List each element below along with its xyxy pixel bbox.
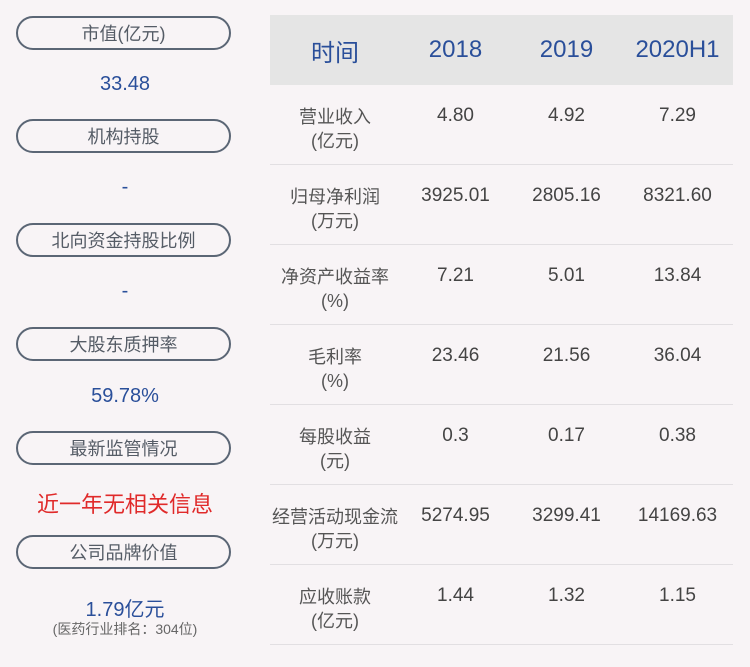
regulation-label: 最新监管情况 [16,431,231,465]
row-unit: (亿元) [311,611,359,631]
cell: 0.38 [659,425,696,446]
table-row: 毛利率 (%) 23.46 21.56 36.04 [270,325,733,405]
cell: 2805.16 [532,185,601,206]
cell: 4.92 [548,105,585,126]
cell: 3299.41 [532,505,601,526]
cell: 3925.01 [421,185,490,206]
row-unit: (元) [320,451,350,471]
market-cap-value: 33.48 [99,73,151,95]
row-unit: (万元) [311,211,359,231]
financial-table: 时间 2018 2019 2020H1 营业收入 (亿元) 4.80 4.92 7… [270,15,733,645]
cell: 0.17 [548,425,585,446]
row-name: 归母净利润 [290,187,380,207]
header-2019: 2019 [539,36,594,63]
northbound-ratio-label: 北向资金持股比例 [16,223,231,257]
cell: 21.56 [542,345,591,366]
cell: 0.3 [442,425,469,446]
pledge-rate-label: 大股东质押率 [16,327,231,361]
table-row: 应收账款 (亿元) 1.44 1.32 1.15 [270,565,733,645]
header-time: 时间 [311,39,359,67]
row-unit: (%) [321,371,349,391]
row-name: 应收账款 [299,587,371,607]
pledge-rate-value: 59.78% [91,385,159,407]
cell: 13.84 [653,265,702,286]
institutional-holding-label: 机构持股 [16,119,231,153]
cell: 23.46 [431,345,480,366]
row-name: 每股收益 [299,427,371,447]
table-row: 归母净利润 (万元) 3925.01 2805.16 8321.60 [270,165,733,245]
cell: 1.44 [437,585,474,606]
cell: 5274.95 [421,505,490,526]
brand-rank-note: (医药行业排名：304位) [52,621,198,637]
row-name: 净资产收益率 [281,267,389,287]
row-unit: (%) [321,291,349,311]
table-row: 营业收入 (亿元) 4.80 4.92 7.29 [270,85,733,165]
cell: 1.15 [659,585,696,606]
row-unit: (万元) [311,531,359,551]
northbound-ratio-value: - [121,280,129,302]
cell: 7.21 [437,265,474,286]
row-name: 营业收入 [299,107,371,127]
cell: 8321.60 [643,185,712,206]
header-2018: 2018 [428,36,483,63]
regulation-value: 近一年无相关信息 [36,492,213,517]
row-unit: (亿元) [311,131,359,151]
brand-value: 1.79亿元 [85,599,165,621]
row-name: 经营活动现金流 [272,507,398,527]
table-header: 时间 2018 2019 2020H1 [270,15,733,85]
cell: 36.04 [653,345,702,366]
row-name: 毛利率 [308,347,362,367]
cell: 5.01 [548,265,585,286]
header-2020h1: 2020H1 [635,36,720,63]
cell: 1.32 [548,585,585,606]
table-row: 每股收益 (元) 0.3 0.17 0.38 [270,405,733,485]
table-row: 净资产收益率 (%) 7.21 5.01 13.84 [270,245,733,325]
market-cap-label: 市值(亿元) [16,16,231,50]
cell: 7.29 [659,105,696,126]
institutional-holding-value: - [121,176,129,198]
cell: 4.80 [437,105,474,126]
brand-value-label: 公司品牌价值 [16,535,231,569]
table-row: 经营活动现金流 (万元) 5274.95 3299.41 14169.63 [270,485,733,565]
cell: 14169.63 [637,505,718,526]
